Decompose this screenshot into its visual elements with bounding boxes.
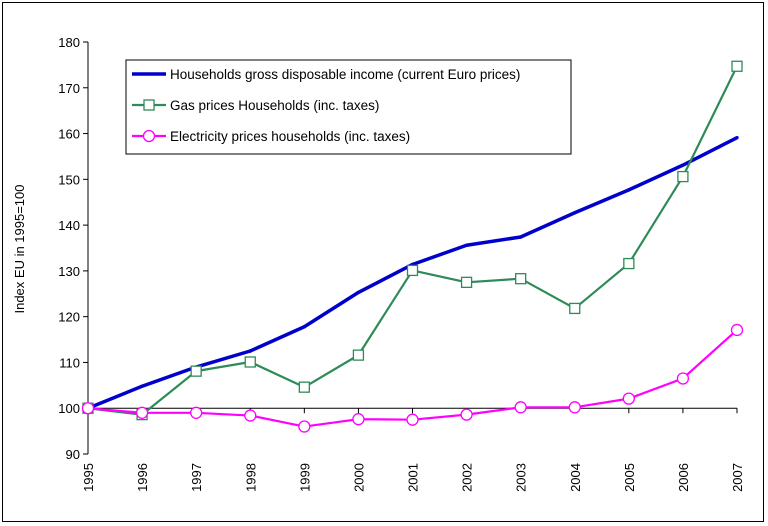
x-tick-label: 1996 [135, 463, 150, 492]
data-point-circle [190, 406, 203, 419]
data-point-circle [352, 413, 365, 426]
legend-item: Electricity prices households (inc. taxe… [132, 129, 410, 144]
legend: Households gross disposable income (curr… [125, 59, 572, 155]
y-tick-label: 100 [58, 401, 80, 416]
data-point [140, 384, 144, 388]
data-point-circle [244, 409, 257, 422]
data-point [248, 349, 252, 353]
data-point-circle [730, 323, 744, 337]
y-tick-label: 90 [66, 447, 80, 462]
line-chart: 90 100 110 120 130 140 150 160 170 180 1995 1996 19… [12, 35, 745, 492]
legend-box [125, 59, 572, 155]
legend-marker-square [143, 99, 155, 111]
data-point-square [406, 264, 419, 277]
data-point-circle [406, 413, 419, 426]
data-point-circle [460, 408, 473, 421]
legend-item: Households gross disposable income (curr… [132, 67, 520, 82]
data-point [302, 325, 307, 329]
data-point [681, 163, 685, 167]
data-point-circle [135, 406, 149, 419]
x-tick-label: 2002 [460, 463, 475, 492]
data-point-square [352, 349, 365, 361]
data-point-square [731, 60, 743, 72]
data-point [464, 243, 469, 247]
data-point-circle [568, 401, 581, 414]
y-tick-label: 170 [58, 81, 80, 96]
x-tick-label: 1995 [81, 463, 96, 492]
data-point-circle [676, 372, 690, 385]
x-tick-label: 2006 [676, 463, 691, 492]
data-point-square [623, 257, 635, 270]
y-axis: 90 100 110 120 130 140 150 160 170 180 [58, 35, 89, 462]
data-point [356, 290, 361, 295]
data-point-circle [514, 401, 527, 414]
data-point-circle [622, 392, 635, 405]
data-point-square [460, 276, 473, 288]
data-point-square [569, 302, 581, 315]
legend-label: Gas prices Households (inc. taxes) [170, 98, 379, 113]
y-tick-label: 150 [58, 172, 80, 187]
x-tick-label: 1999 [297, 463, 312, 492]
x-tick-label: 2001 [406, 463, 421, 492]
y-axis-label: Index EU in 1995=100 [12, 184, 27, 313]
x-tick-label: 2007 [730, 463, 745, 492]
y-tick-label: 110 [59, 355, 80, 370]
x-tick-label: 2003 [514, 463, 529, 492]
x-tick-label: 1998 [243, 463, 258, 492]
data-point-square [244, 356, 256, 368]
x-tick-label: 2005 [622, 463, 637, 492]
data-point-circle [81, 402, 95, 415]
data-point-square [190, 365, 202, 377]
series-3 [81, 323, 744, 433]
x-tick-label: 2004 [568, 463, 583, 492]
data-point-square [298, 381, 310, 393]
x-tick-label: 1997 [189, 463, 204, 492]
legend-label: Households gross disposable income (curr… [170, 67, 520, 82]
data-point [735, 135, 739, 140]
y-tick-label: 120 [58, 310, 80, 325]
legend-item: Gas prices Households (inc. taxes) [132, 98, 379, 113]
y-tick-label: 130 [58, 264, 80, 279]
y-tick-label: 160 [58, 127, 80, 142]
series-2 [82, 60, 743, 421]
data-point-square [515, 273, 527, 285]
y-tick-label: 180 [58, 35, 80, 50]
legend-label: Electricity prices households (inc. taxe… [170, 129, 410, 144]
y-tick-label: 140 [58, 218, 80, 233]
series-layer [81, 60, 744, 433]
data-point-square [677, 170, 689, 183]
data-point [518, 235, 523, 239]
data-point-circle [298, 420, 311, 433]
x-tick-label: 2000 [351, 463, 366, 492]
data-point [573, 211, 577, 215]
legend-marker-circle [142, 129, 156, 143]
data-point [627, 188, 631, 192]
